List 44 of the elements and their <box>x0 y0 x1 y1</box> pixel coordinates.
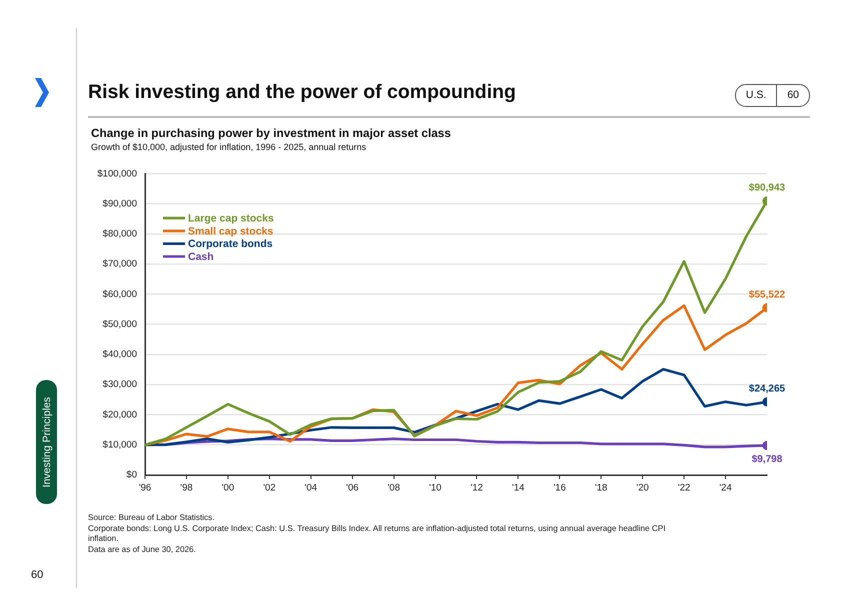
text: Corporate bonds: Long U.S. Corporate Index; Cash: U.S. Treasury Bills Index. All returns are inflation-adjusted total returns, using annual average headline CPI inflation. <box>88 524 667 544</box>
y-tick-label: $80,000 <box>102 228 137 240</box>
x-tick-label: '24 <box>719 482 732 494</box>
legend-label: Large cap stocks <box>188 212 274 224</box>
data-label: $9,798 <box>752 454 783 466</box>
legend-label: Cash <box>188 250 214 263</box>
text: U.S. <box>744 88 768 103</box>
y-tick-label: $90,000 <box>102 198 137 210</box>
y-tick-label: $60,000 <box>102 288 137 300</box>
x-tick-label: '18 <box>594 482 608 494</box>
text: Growth of $10,000, adjusted for inflation, 1996 - 2025, annual returns <box>91 142 366 152</box>
y-tick-label: $20,000 <box>102 409 137 420</box>
chart-title: Risk investing and the power of compounding <box>88 81 516 104</box>
source-note: Source: Bureau of Labor Statistics. <box>88 513 216 524</box>
text: 60 <box>31 569 44 581</box>
legend-label: Small cap stocks <box>188 225 274 238</box>
x-tick-label: '04 <box>304 482 318 494</box>
y-tick-label: $30,000 <box>102 379 137 390</box>
y-tick-label: $0 <box>126 470 137 481</box>
x-tick-label: '16 <box>553 482 566 494</box>
x-tick-label: '10 <box>429 482 442 494</box>
data-label: $55,522 <box>748 289 786 300</box>
data-label: $24,265 <box>748 384 786 395</box>
x-tick-label: '06 <box>346 482 359 494</box>
y-tick-label: $70,000 <box>102 258 137 270</box>
x-tick-label: '14 <box>512 482 524 494</box>
y-tick-label: $50,000 <box>102 318 137 330</box>
x-tick-label: '12 <box>470 482 483 494</box>
x-tick-label: '08 <box>388 482 400 494</box>
x-tick-label: '98 <box>180 482 193 494</box>
text: Data are as of June 30, 2026. <box>88 544 197 555</box>
y-tick-label: $10,000 <box>102 439 137 450</box>
x-tick-label: '22 <box>678 482 690 494</box>
chart-subtitle: Change in purchasing power by investment in major asset class <box>91 126 451 140</box>
y-tick-label: $40,000 <box>102 349 137 360</box>
y-tick-label: $100,000 <box>97 168 137 180</box>
data-label: $90,943 <box>748 182 786 194</box>
x-tick-label: '20 <box>636 482 649 494</box>
text: Investing Principles <box>40 396 52 488</box>
text: 60 <box>776 85 809 106</box>
x-tick-label: '96 <box>138 482 152 494</box>
x-tick-label: '02 <box>263 482 276 494</box>
legend-label: Corporate bonds <box>188 238 273 250</box>
x-tick-label: '00 <box>222 482 234 494</box>
